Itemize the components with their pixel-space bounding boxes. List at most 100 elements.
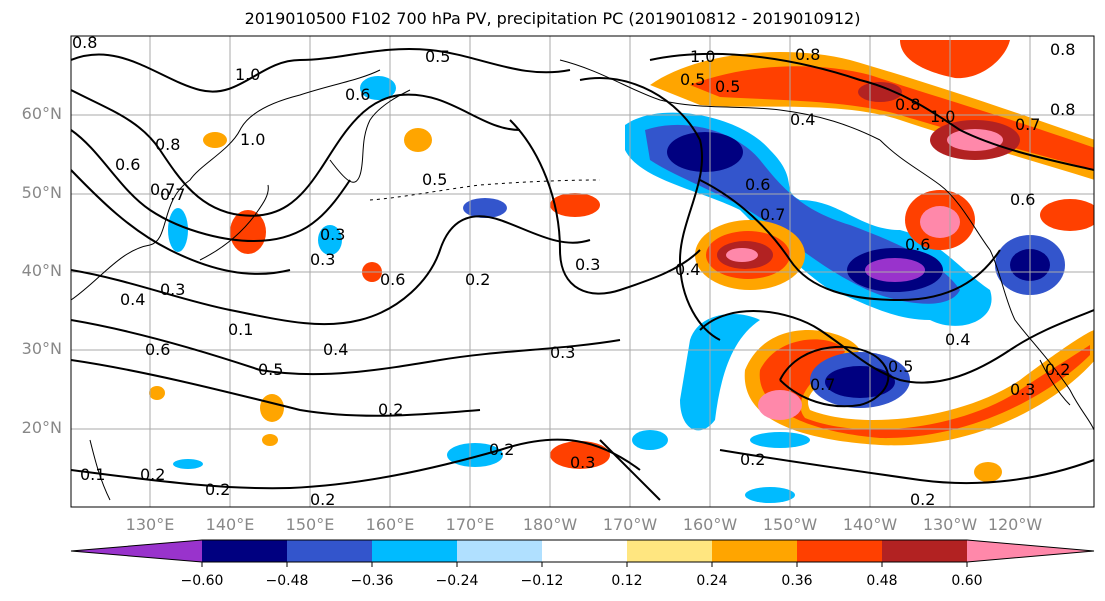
contour-label: 0.3 — [1010, 380, 1035, 399]
negative-anomaly-blob — [173, 459, 203, 469]
contour-label: 0.7 — [760, 205, 785, 224]
lon-label: 120°W — [987, 515, 1043, 534]
pv-contours — [71, 48, 1094, 501]
positive-anomaly-blob — [262, 434, 278, 446]
lat-label: 30°N — [21, 339, 62, 358]
contour-label: 0.7 — [1015, 115, 1040, 134]
contour-label: 0.5 — [422, 170, 447, 189]
contour-label: 0.8 — [1050, 40, 1075, 59]
pv-contour — [71, 89, 521, 217]
positive-anomaly-blob — [149, 386, 165, 400]
lon-label: 140°E — [205, 515, 255, 534]
contour-label: 0.2 — [140, 465, 165, 484]
pv-contour — [779, 345, 890, 408]
positive-anomaly-blob — [260, 394, 284, 422]
pv-contour — [599, 439, 661, 501]
colorbar-swatch-7 — [712, 540, 797, 562]
pv-contour — [71, 169, 291, 275]
contour-label: 0.6 — [745, 175, 770, 194]
positive-anomaly-right — [1040, 199, 1094, 231]
asia-coastline — [71, 69, 381, 301]
colorbar-tick-label: 0.48 — [866, 573, 898, 589]
contour-label: 0.8 — [795, 45, 820, 64]
contour-label: 0.2 — [310, 490, 335, 509]
lon-label: 160°W — [682, 515, 738, 534]
contour-label: 0.8 — [155, 135, 180, 154]
lon-label: 170°W — [602, 515, 658, 534]
contour-labels: 0.8 0.5 1.0 0.6 0.8 1.0 0.5 0.8 1.0 0.6 … — [72, 33, 1075, 509]
contour-label: 0.2 — [910, 490, 935, 509]
positive-anomaly-blob — [203, 132, 227, 148]
contour-label: 0.5 — [888, 357, 913, 376]
contour-label: 0.8 — [72, 33, 97, 52]
contour-label: 0.3 — [575, 255, 600, 274]
positive-anomaly-blob — [974, 462, 1002, 482]
positive-anomaly-blob — [550, 441, 610, 469]
lon-label: 150°W — [762, 515, 818, 534]
pv-contour — [699, 309, 1094, 384]
negative-anomaly-max — [865, 258, 925, 282]
contour-label: 0.6 — [905, 235, 930, 254]
contour-label: 0.8 — [1050, 100, 1075, 119]
contour-label: 0.1 — [80, 465, 105, 484]
positive-anomaly-max — [758, 390, 802, 420]
lon-label: 150°E — [285, 515, 335, 534]
contour-label: 0.8 — [895, 95, 920, 114]
contour-label: 0.5 — [258, 360, 283, 379]
colorbar-swatch-8 — [797, 540, 882, 562]
pv-contour — [579, 77, 721, 341]
negative-anomaly-max — [667, 132, 743, 172]
lon-label: 130°E — [125, 515, 175, 534]
colorbar-tick-label: 0.36 — [781, 573, 813, 589]
lat-label: 20°N — [21, 418, 62, 437]
contour-label: 1.0 — [235, 65, 260, 84]
negative-anomaly-blob — [750, 432, 810, 448]
lon-label: 170°E — [445, 515, 495, 534]
pv-contour — [71, 129, 351, 242]
colorbar-tick-label: −0.48 — [265, 573, 309, 589]
colorbar-tick-label: 0.24 — [696, 573, 728, 589]
contour-label: 0.2 — [465, 270, 490, 289]
pv-contour — [719, 449, 1094, 485]
colorbar-swatch-9 — [882, 540, 967, 562]
colorbar-swatch-10 — [967, 540, 1094, 562]
colorbar-swatch-5 — [542, 540, 627, 562]
pv-contour — [71, 319, 621, 376]
pv-contour — [699, 179, 1001, 302]
positive-anomaly-blob — [920, 206, 960, 238]
contour-label: 0.4 — [945, 330, 970, 349]
contour-label: 0.3 — [160, 280, 185, 299]
positive-anomaly-band-core — [690, 66, 1094, 170]
contour-label: 0.2 — [489, 440, 514, 459]
contour-label: 0.6 — [115, 155, 140, 174]
lat-label: 50°N — [21, 183, 62, 202]
contour-label: 1.0 — [240, 130, 265, 149]
colorbar-tick-label: −0.12 — [520, 573, 564, 589]
negative-anomaly-blob — [318, 225, 342, 255]
negative-anomaly-blob — [360, 76, 396, 100]
map-frame — [70, 35, 1095, 508]
negative-anomaly-blob — [463, 198, 507, 218]
lat-label: 40°N — [21, 261, 62, 280]
pv-contour — [71, 215, 591, 326]
colorbar — [70, 539, 1095, 567]
pv-contour — [71, 48, 571, 93]
contour-label: 0.1 — [228, 320, 253, 339]
contour-label: 0.4 — [790, 110, 815, 129]
colorbar-swatch-0 — [71, 540, 202, 562]
north-america-coastline — [879, 139, 1094, 431]
pv-contour — [649, 52, 1094, 171]
contour-label: 0.2 — [378, 400, 403, 419]
colorbar-tick-label: 0.60 — [951, 573, 983, 589]
colorbar-swatch-3 — [372, 540, 457, 562]
contour-label: 0.5 — [680, 70, 705, 89]
colorbar-swatch-6 — [627, 540, 712, 562]
contour-label: 0.5 — [715, 77, 740, 96]
pv-contour — [509, 119, 701, 295]
lat-label: 60°N — [21, 104, 62, 123]
pv-contour — [71, 359, 481, 417]
colorbar-tick-label: −0.24 — [435, 573, 479, 589]
contour-label: 0.3 — [310, 250, 335, 269]
colorbar-tick-label: −0.60 — [180, 573, 224, 589]
contour-label: 0.3 — [320, 225, 345, 244]
